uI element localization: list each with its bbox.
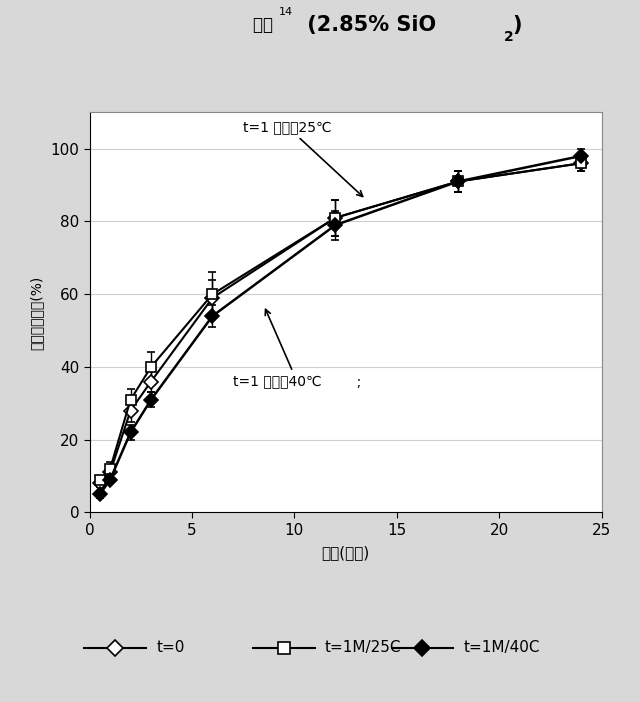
Text: t=0: t=0 <box>156 640 184 655</box>
Text: t=1 カ月、40℃        ;: t=1 カ月、40℃ ; <box>233 310 361 388</box>
Text: 14: 14 <box>278 7 292 17</box>
X-axis label: 時間(時間): 時間(時間) <box>321 545 370 559</box>
Text: t=1 カ月、25℃: t=1 カ月、25℃ <box>243 120 363 197</box>
Text: (2.85% SiO: (2.85% SiO <box>300 15 436 34</box>
Text: t=1M/25C: t=1M/25C <box>325 640 402 655</box>
Text: t=1M/40C: t=1M/40C <box>463 640 540 655</box>
Text: ): ) <box>512 15 522 34</box>
Text: 製剤: 製剤 <box>253 15 278 34</box>
Y-axis label: 累積薬物放出(%): 累積薬物放出(%) <box>29 275 44 350</box>
Text: 2: 2 <box>504 30 514 44</box>
